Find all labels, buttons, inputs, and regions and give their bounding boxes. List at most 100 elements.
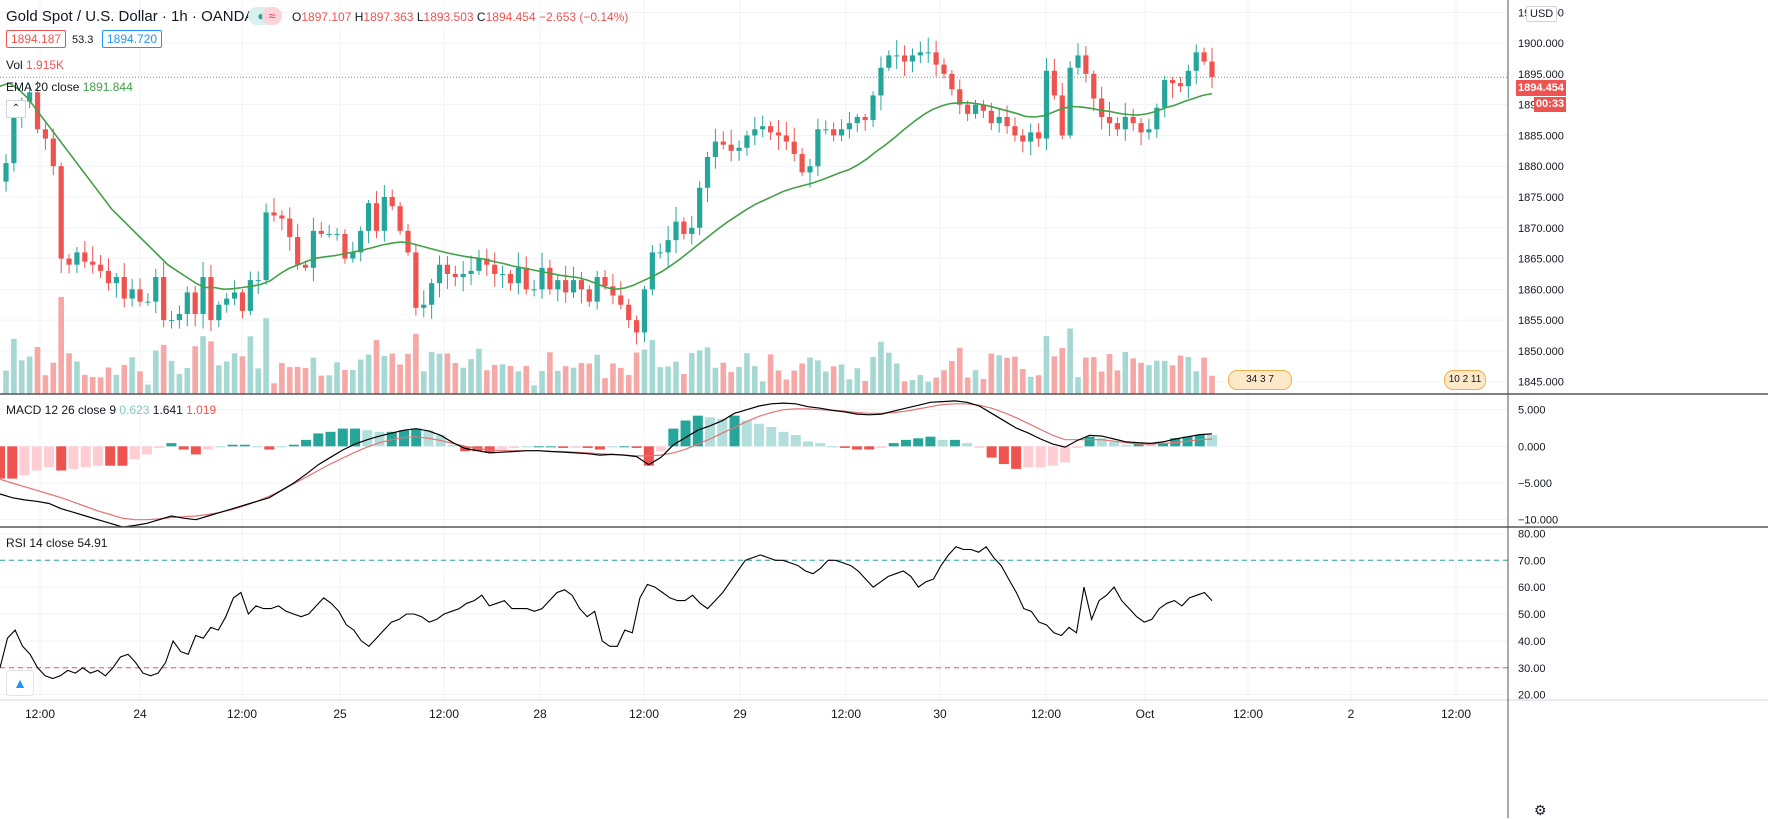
candle-body (972, 104, 979, 114)
candle-body (965, 104, 971, 114)
candle-body (1130, 116, 1136, 124)
candle-body (633, 320, 640, 333)
candle-body (610, 286, 616, 296)
volume-bar (838, 364, 845, 394)
volume-bar (712, 367, 719, 394)
volume-bar (1209, 375, 1215, 394)
economic-events-flag-icon-2[interactable]: 10 2 11 (1444, 370, 1486, 390)
volume-bar (523, 365, 530, 394)
x-tick-label: 28 (533, 707, 547, 721)
candle-body (161, 277, 167, 321)
volume-bar (231, 353, 238, 394)
x-tick-label: 12:00 (629, 707, 659, 721)
volume-bar (420, 371, 427, 394)
volume-bar (972, 370, 979, 394)
candle-body (444, 264, 451, 274)
price-tick-label: 1850.000 (1518, 346, 1564, 358)
candle-body (618, 295, 624, 305)
candle-body (563, 280, 569, 293)
macd-histogram-bar (631, 446, 642, 448)
volume-bar (1146, 365, 1152, 394)
macd-histogram-bar (533, 446, 544, 448)
volume-bar (18, 360, 25, 394)
candle-body (66, 258, 72, 265)
macd-histogram-bar (827, 446, 838, 448)
economic-events-flag-icon[interactable]: 34 3 7 (1228, 370, 1292, 390)
candle-body (641, 289, 648, 333)
volume-bar (610, 363, 616, 394)
volume-bar (933, 377, 939, 394)
candle-body (578, 280, 585, 290)
candle-body (468, 270, 474, 274)
volume-bar (82, 374, 88, 394)
tradingview-logo-icon[interactable]: ▲ (6, 670, 34, 696)
candle-body (1035, 132, 1042, 139)
candle-body (350, 252, 356, 259)
candle-body (216, 304, 222, 321)
candle-body (720, 141, 726, 145)
last-price-tag: 1894.454 (1516, 80, 1566, 96)
volume-bar (184, 368, 191, 394)
event-count-1: 34 3 7 (1246, 374, 1274, 385)
macd-histogram-bar (1084, 436, 1095, 447)
candle-body (878, 67, 884, 96)
volume-bar (271, 383, 277, 394)
macd-histogram-bar (1207, 435, 1217, 447)
volume-bar (507, 365, 514, 394)
volume-bar (58, 296, 64, 394)
bid-price-box[interactable]: 1894.187 (6, 30, 67, 48)
macd-histogram-bar (521, 446, 532, 448)
candle-body (988, 110, 994, 124)
currency-label[interactable]: USD (1526, 6, 1558, 22)
rsi-tick-label: 50.00 (1518, 609, 1546, 621)
collapse-chevron-icon[interactable]: ⌃ (6, 100, 26, 118)
candle-body (365, 203, 372, 231)
macd-histogram-bar (203, 446, 214, 450)
volume-bar (405, 353, 411, 394)
rsi-tick-label: 20.00 (1518, 690, 1546, 702)
macd-tick-label: −10.000 (1518, 515, 1558, 527)
ask-price-box[interactable]: 1894.720 (102, 30, 163, 48)
high-value: 1897.363 (363, 10, 414, 24)
volume-bar (50, 362, 57, 394)
candle-body (50, 138, 56, 167)
volume-bar (342, 369, 348, 394)
settings-gear-icon[interactable]: ⚙ (1534, 802, 1547, 818)
volume-bar (1154, 360, 1160, 394)
macd-histogram-bar (582, 446, 593, 448)
candle-body (1067, 67, 1073, 136)
candle-body (239, 292, 246, 311)
candle-body (760, 126, 766, 130)
macd-histogram-bar (386, 431, 397, 447)
volume-bar (1035, 375, 1042, 394)
volume-bar (1193, 371, 1200, 394)
volume-bar (279, 363, 285, 394)
rsi-legend: RSI 14 close 54.91 (6, 536, 107, 550)
grid-lines (0, 0, 1508, 700)
volume-bar (1075, 377, 1081, 394)
macd-histogram-bar (141, 446, 152, 455)
volume-bar (452, 362, 459, 394)
candle-body (397, 206, 403, 231)
volume-bar (799, 363, 805, 394)
x-tick-label: 24 (133, 707, 147, 721)
volume-bar (223, 361, 230, 394)
wave-icon[interactable]: ≈ (262, 7, 282, 25)
x-tick-label: 30 (933, 707, 947, 721)
macd-histogram-bar (998, 446, 1009, 465)
x-tick-label: Oct (1136, 707, 1155, 721)
volume-bar (168, 360, 175, 394)
macd-legend: MACD 12 26 close 9 0.623 1.641 1.019 (6, 403, 216, 417)
macd-histogram-bar (839, 446, 850, 448)
volume-bar (468, 359, 474, 394)
macd-histogram-bar (766, 426, 777, 447)
price-tick-label: 1880.000 (1518, 161, 1564, 173)
macd-histogram-bar (668, 428, 679, 447)
rsi-tick-label: 80.00 (1518, 528, 1546, 540)
volume-bar (428, 352, 435, 394)
candle-body (1201, 52, 1207, 62)
macd-histogram-bar (692, 415, 703, 447)
candle-body (901, 55, 908, 62)
volume-bar (26, 356, 33, 394)
